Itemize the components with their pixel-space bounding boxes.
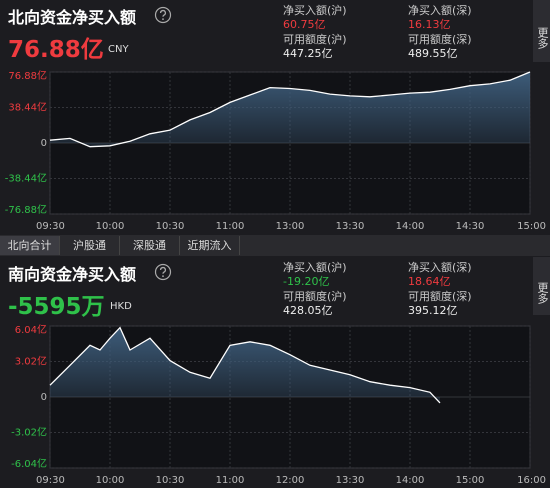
y-tick-label: 3.02亿 [15,355,47,368]
y-tick-label: 6.04亿 [15,323,47,336]
label: 可用额度(深) [408,290,472,303]
value: 428.05亿 [283,304,333,317]
y-tick-label: -6.04亿 [11,457,47,470]
label: 净买入额(沪) [283,261,347,274]
y-tick-label: 38.44亿 [8,101,47,114]
tab[interactable]: 沪股通 [60,236,120,255]
area-fill [50,72,530,147]
more-button[interactable]: 更多 [533,0,550,62]
tab[interactable]: 近期流入 [180,236,240,255]
line [49,326,441,404]
value: 395.12亿 [408,304,458,317]
x-tick-label: 10:00 [96,475,125,486]
label: 净买入额(深) [408,4,472,17]
panel-title: 南向资金净买入额 [8,265,137,284]
x-tick-label: 10:30 [156,475,185,486]
label: 可用额度(深) [408,33,472,46]
y-tick-label: -38.44亿 [5,172,47,185]
x-tick-label: 15:00 [517,221,546,232]
value: 60.75亿 [283,18,326,31]
panel-title: 北向资金净买入额 [8,8,137,27]
total-value: -5595万 [8,294,105,320]
more-button[interactable]: 更多 [533,257,550,315]
label: 可用额度(沪) [283,290,347,303]
chart: 6.04亿 3.02亿 0 -3.02亿 -6.04亿 09:30 10:00 10:30 11… [11,323,546,486]
x-tick-label: 14:00 [396,475,425,486]
help-icon[interactable] [154,263,172,281]
x-tick-label: 11:00 [216,475,245,486]
x-tick-label: 09:30 [36,221,65,232]
tab-bar [0,235,550,256]
label: 可用额度(沪) [283,33,347,46]
y-tick-label: -76.88亿 [5,203,47,216]
x-tick-label: 14:00 [396,221,425,232]
x-tick-label: 15:00 [456,475,485,486]
x-tick-label: 13:30 [336,221,365,232]
x-tick-label: 13:00 [276,221,305,232]
value: 447.25亿 [283,47,333,60]
y-tick-label: -3.02亿 [11,426,47,439]
value: 18.64亿 [408,275,451,288]
label: 净买入额(深) [408,261,472,274]
y-tick-label: 0 [41,138,47,149]
x-tick-label: 14:30 [456,221,485,232]
x-tick-label: 13:30 [336,475,365,486]
chart: 76.88亿 38.44亿 0 -38.44亿 -76.88亿 09:30 10:00 10:… [5,69,546,232]
label: 净买入额(沪) [283,4,347,17]
line [49,71,531,148]
value: 489.55亿 [408,47,458,60]
currency: HKD [110,301,132,312]
tab[interactable]: 北向合计 [0,236,60,255]
x-tick-label: 12:00 [276,475,305,486]
x-tick-label: 10:00 [96,221,125,232]
tab[interactable]: 深股通 [120,236,180,255]
x-tick-label: 09:30 [36,475,65,486]
y-tick-label: 0 [41,392,47,403]
currency: CNY [108,44,129,55]
x-tick-label: 10:30 [156,221,185,232]
help-icon[interactable] [154,6,172,24]
area-fill [50,327,440,403]
y-tick-label: 76.88亿 [8,69,47,82]
x-tick-label: 11:00 [216,221,245,232]
value: 16.13亿 [408,18,451,31]
value: -19.20亿 [283,275,330,288]
x-tick-label: 16:00 [517,475,546,486]
total-value: 76.88亿 [8,37,104,63]
